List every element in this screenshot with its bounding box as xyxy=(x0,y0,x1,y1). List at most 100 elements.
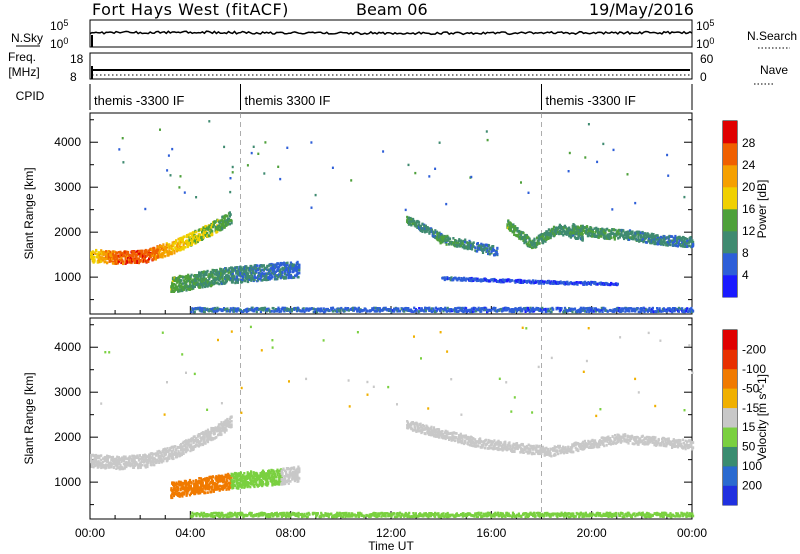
power-cell xyxy=(470,246,474,250)
power-cell xyxy=(504,306,507,310)
power-cell xyxy=(201,282,204,286)
velocity-cell xyxy=(176,482,179,486)
power-cell xyxy=(470,244,473,247)
power-cell xyxy=(661,240,664,244)
power-cell xyxy=(137,261,141,265)
power-cell xyxy=(568,226,571,230)
velocity-cell xyxy=(114,462,117,465)
power-cell xyxy=(293,308,296,311)
power-cell xyxy=(471,310,474,313)
velocity-cell xyxy=(105,466,108,469)
power-cell xyxy=(233,310,236,313)
power-cell xyxy=(277,306,280,310)
power-cell xyxy=(493,309,496,312)
velocity-cell xyxy=(132,454,136,458)
power-cell xyxy=(612,148,615,152)
power-cell xyxy=(517,308,520,311)
power-cell xyxy=(295,269,298,273)
power-cell xyxy=(260,275,263,279)
power-cell xyxy=(513,279,516,283)
velocity-cell xyxy=(157,452,160,456)
power-cell xyxy=(393,310,396,313)
power-cell xyxy=(512,223,515,226)
power-cell xyxy=(569,231,572,234)
velocity-cell xyxy=(164,452,168,455)
power-cell xyxy=(346,308,349,312)
power-cell xyxy=(553,232,556,235)
velocity-cell xyxy=(189,449,192,453)
power-cell xyxy=(221,218,224,222)
power-cell xyxy=(129,256,132,260)
power-colorbar-segment xyxy=(723,253,737,276)
power-cell xyxy=(261,264,264,267)
power-cell xyxy=(560,307,563,310)
power-cell xyxy=(674,239,677,242)
power-cell xyxy=(687,309,690,313)
power-cell xyxy=(207,309,211,313)
power-cell xyxy=(241,272,244,275)
power-cell xyxy=(624,310,627,313)
power-cell xyxy=(285,307,288,310)
power-cell xyxy=(613,236,616,239)
power-cell xyxy=(94,252,97,255)
power-cell xyxy=(656,234,659,237)
power-cell xyxy=(671,309,674,312)
power-cell xyxy=(183,191,186,194)
velocity-cell xyxy=(164,448,168,452)
power-cell xyxy=(135,257,138,261)
power-cell xyxy=(219,280,223,284)
velocity-cell xyxy=(215,435,218,439)
power-cell xyxy=(358,310,361,313)
velocity-cell xyxy=(118,462,121,466)
power-cell xyxy=(594,307,597,310)
power-cell xyxy=(437,233,440,237)
power-cell xyxy=(550,234,553,237)
velocity-cell xyxy=(124,457,127,460)
power-cell xyxy=(198,228,201,231)
power-cell xyxy=(207,284,210,287)
power-cell xyxy=(228,267,231,270)
velocity-cell xyxy=(179,454,182,457)
power-cell xyxy=(574,230,577,234)
power-cell xyxy=(468,308,471,312)
power-cell xyxy=(303,310,306,314)
velocity-cell xyxy=(137,466,140,469)
power-cell xyxy=(636,307,639,310)
power-cell xyxy=(407,223,410,226)
power-cell xyxy=(246,164,249,167)
velocity-cell xyxy=(160,460,163,464)
power-cell xyxy=(231,271,234,274)
power-cell xyxy=(466,309,469,312)
velocity-cell xyxy=(120,460,123,464)
power-cell xyxy=(532,245,535,248)
power-cell xyxy=(206,269,209,273)
power-cell xyxy=(508,225,512,229)
velocity-cell xyxy=(170,494,173,498)
power-cell xyxy=(633,307,636,311)
power-cell xyxy=(235,276,239,280)
power-cell xyxy=(430,307,433,310)
power-cell xyxy=(620,307,623,310)
power-cell xyxy=(225,221,228,224)
power-cell xyxy=(210,307,213,311)
power-cell xyxy=(578,226,581,229)
power-cell xyxy=(182,247,185,251)
power-cell xyxy=(257,268,260,272)
power-cell xyxy=(428,306,431,310)
power-cell xyxy=(191,280,194,283)
power-cell xyxy=(283,262,287,265)
power-cell xyxy=(378,310,381,313)
velocity-cell xyxy=(225,429,228,432)
power-cell xyxy=(633,236,636,239)
power-cell xyxy=(138,252,141,256)
power-cell xyxy=(431,234,434,237)
power-cell xyxy=(628,310,631,313)
power-cell xyxy=(492,279,495,283)
velocity-cell xyxy=(170,450,173,453)
power-cell xyxy=(584,310,587,313)
power-cell xyxy=(334,309,337,313)
power-cell xyxy=(276,308,279,311)
power-cell xyxy=(330,306,333,310)
power-cell xyxy=(109,250,112,254)
power-cell xyxy=(406,219,409,222)
